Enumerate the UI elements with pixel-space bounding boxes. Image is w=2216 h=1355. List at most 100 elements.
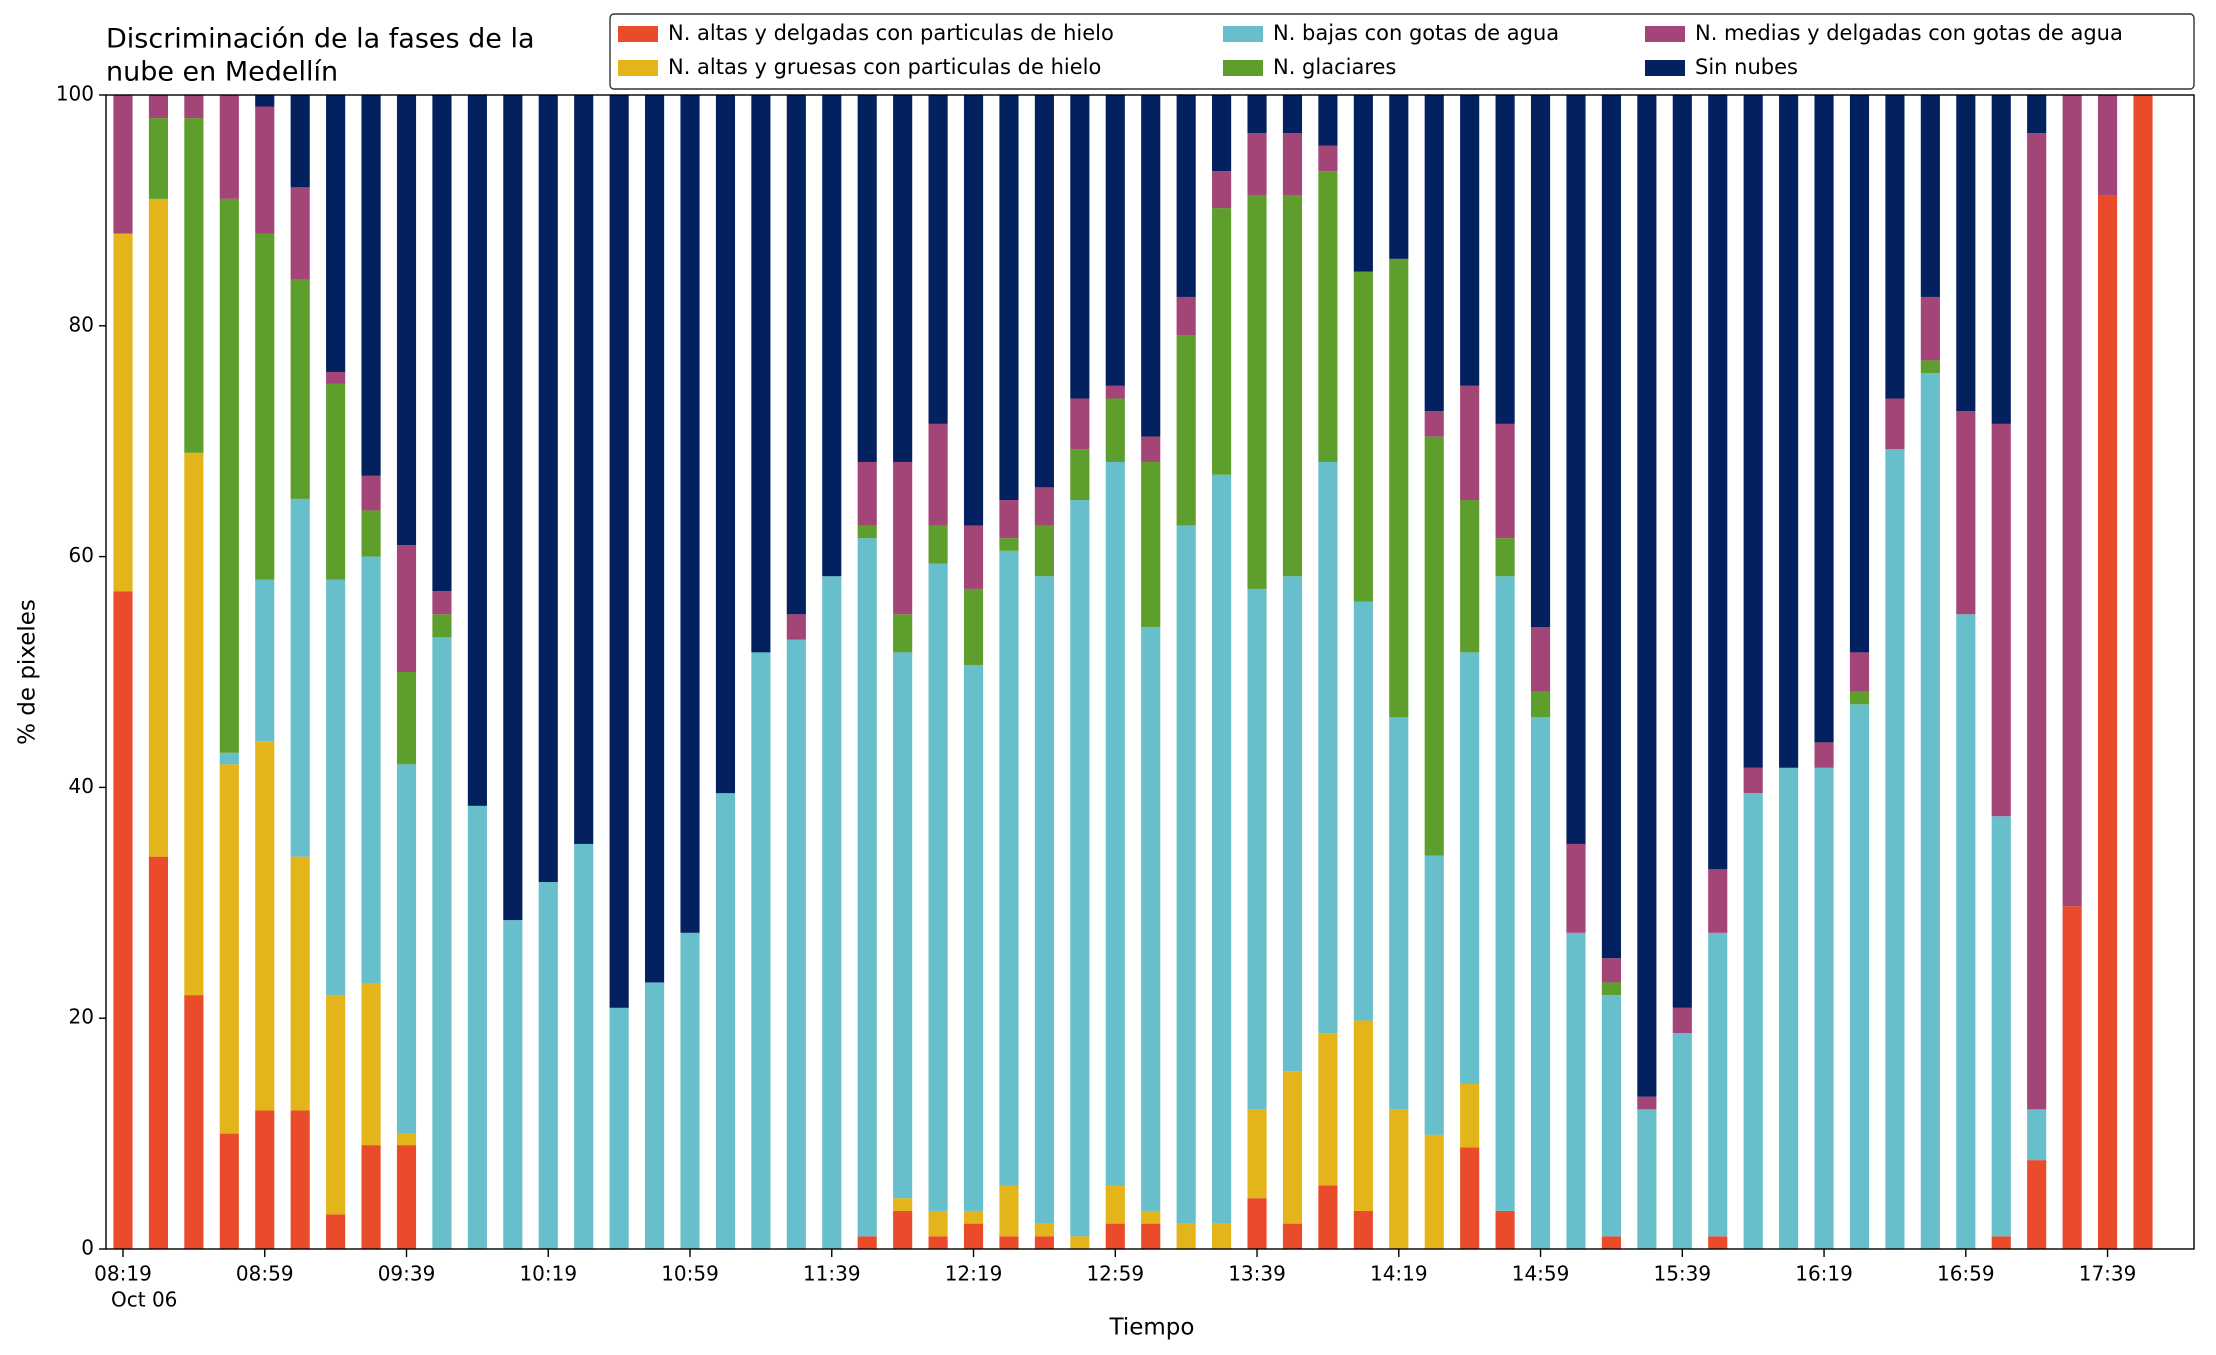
x-tick-sublabel: Oct 06 bbox=[111, 1288, 177, 1312]
bar-segment bbox=[1353, 95, 1373, 272]
bar-segment bbox=[1566, 843, 1586, 933]
legend-swatch bbox=[618, 60, 658, 76]
legend-label: Sin nubes bbox=[1695, 55, 1798, 79]
bar-segment bbox=[1212, 95, 1232, 172]
bar-segment bbox=[396, 672, 417, 765]
bar-segment bbox=[1034, 1236, 1054, 1249]
x-tick-label: 12:59 bbox=[1086, 1262, 1144, 1286]
bar-segment bbox=[396, 545, 417, 672]
bar-segment bbox=[113, 233, 133, 592]
bar-segment bbox=[538, 95, 558, 883]
bar-segment bbox=[184, 452, 204, 996]
bar-segment bbox=[1460, 652, 1480, 1084]
bar-segment bbox=[786, 614, 806, 640]
bar-segment bbox=[432, 95, 452, 592]
bar-segment bbox=[857, 1236, 877, 1249]
bar-segment bbox=[822, 95, 842, 577]
bar-segment bbox=[1708, 869, 1728, 933]
bar-segment bbox=[1991, 95, 2011, 424]
bar-segment bbox=[1105, 461, 1125, 1186]
bar-segment bbox=[645, 95, 665, 983]
bar-segment bbox=[1353, 1210, 1373, 1249]
bar-segment bbox=[1566, 95, 1586, 844]
legend-swatch bbox=[1645, 60, 1685, 76]
bar-segment bbox=[361, 510, 381, 557]
bar-segment bbox=[1424, 95, 1444, 412]
y-tick-label: 80 bbox=[69, 312, 94, 336]
bar-segment bbox=[1212, 208, 1232, 475]
chart-title: nube en Medellín bbox=[106, 57, 338, 88]
bar-segment bbox=[1282, 195, 1303, 577]
bar-segment bbox=[361, 983, 381, 1146]
bar-segment bbox=[893, 1198, 913, 1211]
bar-segment bbox=[290, 1110, 310, 1249]
bar-segment bbox=[1495, 1210, 1515, 1249]
bar-segment bbox=[1920, 296, 1940, 361]
bar-segment bbox=[255, 106, 275, 234]
bar-segment bbox=[1672, 95, 1692, 1008]
x-tick-label: 11:39 bbox=[803, 1262, 861, 1286]
bar-segment bbox=[1318, 1033, 1338, 1186]
bar-segment bbox=[1212, 171, 1232, 209]
bar-segment bbox=[1460, 500, 1480, 653]
bar-segment bbox=[928, 95, 948, 424]
bar-segment bbox=[715, 95, 736, 794]
bar-segment bbox=[1672, 1033, 1692, 1249]
bar-segment bbox=[1920, 373, 1940, 1249]
bar-segment bbox=[1849, 704, 1870, 1249]
bar-segment bbox=[2062, 95, 2082, 907]
bar-segment bbox=[361, 475, 381, 511]
bar-segment bbox=[1460, 95, 1480, 386]
bar-segment bbox=[1247, 95, 1267, 134]
bar-segment bbox=[1460, 1083, 1480, 1148]
bar-segment bbox=[184, 95, 204, 119]
bar-segment bbox=[1424, 436, 1444, 856]
bar-segment bbox=[396, 1145, 417, 1249]
bar-segment bbox=[928, 1210, 948, 1237]
bar-segment bbox=[1141, 626, 1161, 1211]
legend-label: N. bajas con gotas de agua bbox=[1273, 21, 1559, 45]
bar-segment bbox=[1141, 95, 1161, 437]
bar-segment bbox=[219, 764, 239, 1134]
legend-swatch bbox=[1645, 26, 1685, 42]
bar-segment bbox=[680, 95, 700, 933]
y-tick-label: 100 bbox=[56, 82, 94, 106]
x-tick-label: 10:59 bbox=[661, 1262, 719, 1286]
bar-segment bbox=[184, 118, 204, 453]
bar-segment bbox=[219, 95, 239, 199]
bar-segment bbox=[113, 591, 133, 1249]
bar-segment bbox=[2062, 906, 2082, 1249]
bar-segment bbox=[1176, 95, 1196, 297]
y-tick-label: 20 bbox=[69, 1005, 94, 1029]
bar-segment bbox=[1530, 626, 1551, 692]
bar-segment bbox=[1282, 576, 1303, 1072]
bar-segment bbox=[396, 1133, 417, 1146]
bar-segment bbox=[1779, 95, 1799, 768]
legend-swatch bbox=[1223, 26, 1263, 42]
bar-segment bbox=[1282, 95, 1303, 134]
bar-segment bbox=[893, 461, 913, 615]
bar-segment bbox=[219, 1133, 239, 1249]
x-tick-label: 13:39 bbox=[1228, 1262, 1286, 1286]
bar-segment bbox=[503, 95, 523, 921]
bar-segment bbox=[361, 1145, 381, 1249]
bar-segment bbox=[255, 741, 275, 1111]
bar-segment bbox=[290, 498, 310, 857]
bar-segment bbox=[326, 371, 346, 384]
bar-segment bbox=[999, 95, 1019, 501]
bar-segment bbox=[1318, 461, 1338, 1034]
bar-segment bbox=[1105, 398, 1125, 462]
bar-segment bbox=[1495, 538, 1515, 577]
legend-swatch bbox=[1223, 60, 1263, 76]
bar-segment bbox=[1743, 767, 1763, 794]
bar-segment bbox=[2133, 95, 2153, 1249]
legend-label: N. medias y delgadas con gotas de agua bbox=[1695, 21, 2123, 45]
x-tick-label: 14:59 bbox=[1512, 1262, 1570, 1286]
bar-segment bbox=[2027, 133, 2047, 1110]
bar-segment bbox=[1034, 95, 1054, 488]
bar-segment bbox=[999, 1185, 1019, 1237]
bar-segment bbox=[1105, 1223, 1125, 1249]
bar-segment bbox=[1991, 423, 2011, 817]
bar-segment bbox=[1070, 398, 1090, 450]
bar-segment bbox=[928, 525, 948, 564]
